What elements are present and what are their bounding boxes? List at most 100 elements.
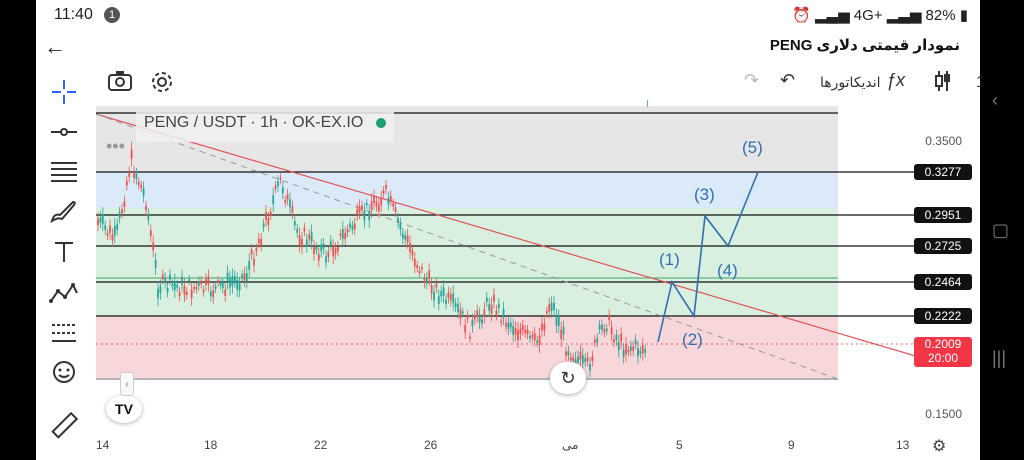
candle-body (517, 330, 519, 341)
candle-body (356, 208, 359, 215)
candle-body (193, 286, 195, 290)
candle-body (641, 345, 644, 354)
system-nav-bar: ‹ ▢ ||| (980, 0, 1024, 460)
candle-body (351, 225, 354, 230)
candle-body (469, 336, 471, 339)
candle-body (308, 234, 311, 240)
candle-body (209, 291, 212, 297)
candle-body (548, 304, 551, 312)
candle-body (581, 355, 584, 364)
wave-label-5: (5) (742, 138, 763, 157)
candle-body (265, 211, 267, 220)
candle-body (394, 207, 397, 212)
trendline-icon[interactable] (46, 114, 82, 150)
wave-label-1: (1) (659, 250, 680, 269)
candle-body (406, 235, 409, 243)
brush-icon[interactable] (46, 194, 82, 230)
candle-body (572, 357, 575, 361)
candle-body (562, 326, 565, 335)
candle-body (550, 303, 553, 311)
ruler-icon[interactable] (46, 408, 82, 444)
chart-toolbar: ↷ ↶ اندیکاتورها ƒx 1h (96, 66, 980, 102)
nav-back-icon[interactable]: ‹ (992, 90, 998, 110)
candle-type-icon[interactable] (934, 70, 952, 97)
x-tick-0: 14 (96, 438, 110, 452)
candle-body (267, 218, 270, 225)
candle-body (185, 291, 188, 296)
candle-body (579, 351, 582, 360)
candle-body (593, 339, 596, 343)
x-tick-7: 13 (896, 438, 910, 452)
price-tag-4: 0.2464 (914, 274, 972, 290)
candle-body (464, 325, 467, 333)
candle-body (567, 351, 570, 356)
green-zone (96, 208, 838, 316)
camera-icon[interactable] (108, 70, 132, 97)
chart-settings-gear-icon[interactable]: ⚙ (932, 438, 947, 455)
candle-body (622, 349, 625, 357)
notification-badge: 1 (104, 7, 120, 23)
x-tick-4: می (562, 438, 579, 452)
candle-body (315, 247, 318, 251)
candle-body (634, 339, 637, 344)
candle-body (512, 326, 515, 335)
tradingview-logo: TV (106, 395, 142, 423)
pattern-icon[interactable] (46, 274, 82, 310)
candle-body (262, 223, 265, 227)
candle-body (430, 285, 433, 294)
candle-body (212, 290, 215, 298)
crosshair-icon[interactable] (46, 74, 82, 110)
undo-icon[interactable]: ↶ (780, 70, 796, 90)
candle-body (368, 211, 371, 221)
candle-body (526, 329, 529, 335)
title-bar: ← نمودار قیمتی دلاری PENG (36, 30, 980, 60)
symbol-label: PENG / USDT · 1h · OK-EX.IO (144, 114, 364, 131)
candle-body (329, 240, 332, 246)
wave-label-2: (2) (682, 330, 703, 349)
price-chart[interactable]: (1) (2) (3) (4) (5) ••• (96, 100, 980, 460)
price-tag-5: 0.2222 (914, 308, 972, 324)
candle-body (257, 238, 260, 244)
candle-body (533, 333, 536, 341)
candle-body (152, 242, 155, 251)
fx-icon[interactable]: ƒx (886, 70, 906, 90)
candle-body (128, 172, 131, 177)
candle-body (385, 184, 387, 190)
candle-body (166, 288, 169, 293)
candle-body (298, 235, 301, 245)
candle-body (224, 289, 227, 296)
candle-body (524, 329, 527, 334)
interval-button[interactable]: 1h (976, 74, 980, 92)
candle-body (428, 270, 431, 279)
gear-icon[interactable] (150, 70, 174, 99)
candle-body (536, 340, 539, 343)
candle-body (605, 328, 608, 332)
measure-icon[interactable] (46, 314, 82, 350)
nav-home-icon[interactable]: ▢ (992, 220, 1010, 240)
collapse-toolbar-button[interactable]: ‹ (120, 372, 134, 396)
candle-body (219, 283, 222, 286)
indicators-button[interactable]: اندیکاتورها (820, 74, 881, 90)
back-arrow-icon[interactable]: ← (44, 34, 66, 59)
fib-icon[interactable] (46, 154, 82, 190)
candle-body (341, 228, 344, 239)
candle-body (101, 214, 104, 224)
candle-body (286, 194, 289, 200)
candle-body (188, 279, 191, 282)
emoji-icon[interactable] (46, 354, 82, 390)
reload-icon: ↻ (560, 367, 576, 388)
candle-body (418, 270, 421, 274)
redo-icon[interactable]: ↷ (744, 70, 760, 90)
candle-body (178, 291, 181, 297)
candle-body (214, 286, 217, 289)
candle-body (159, 286, 162, 294)
candle-body (627, 349, 630, 353)
candle-body (644, 349, 647, 353)
candle-body (289, 199, 291, 208)
nav-recents-icon[interactable]: ||| (992, 348, 1007, 368)
candle-body (481, 319, 483, 324)
symbol-legend[interactable]: PENG / USDT · 1h · OK-EX.IO (136, 112, 394, 142)
more-dots: ••• (106, 136, 125, 156)
reset-chart-button[interactable]: ↻ (550, 362, 586, 394)
text-icon[interactable] (46, 234, 82, 270)
